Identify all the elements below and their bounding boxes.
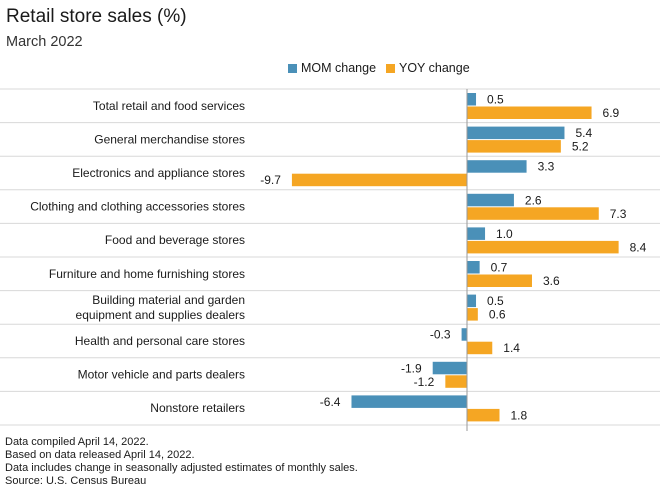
- bar-yoy: [467, 240, 619, 254]
- bar-mom: [432, 361, 467, 375]
- bar-yoy: [467, 274, 532, 287]
- value-label-mom: 0.7: [491, 261, 508, 275]
- value-label-yoy: 1.8: [510, 408, 527, 422]
- bar-mom: [467, 193, 514, 207]
- bar-mom: [467, 261, 480, 274]
- bar-yoy: [467, 106, 592, 119]
- category-label: Furniture and home furnishing stores: [49, 267, 245, 281]
- value-label-yoy: 6.9: [603, 106, 620, 120]
- value-label-mom: 2.6: [525, 193, 542, 207]
- category-label: Clothing and clothing accessories stores: [30, 200, 245, 214]
- bar-yoy: [467, 207, 599, 220]
- category-label: Total retail and food services: [93, 99, 245, 113]
- footnote-seasonal: Data includes change in seasonally adjus…: [5, 462, 358, 474]
- value-label-mom: 3.3: [538, 160, 555, 174]
- bar-yoy: [467, 140, 561, 153]
- bar-mom: [461, 328, 467, 341]
- value-label-mom: 0.5: [487, 294, 504, 308]
- value-label-mom: 0.5: [487, 93, 504, 107]
- value-label-yoy: 0.6: [489, 308, 506, 322]
- value-label-yoy: -9.7: [260, 173, 281, 187]
- value-label-mom: -1.9: [401, 361, 422, 375]
- footnote-source: Source: U.S. Census Bureau: [5, 475, 147, 487]
- legend-label-mom: MOM change: [301, 61, 377, 75]
- category-label: Food and beverage stores: [105, 233, 245, 247]
- chart-subtitle: March 2022: [6, 34, 83, 50]
- category-label: General merchandise stores: [94, 132, 245, 146]
- bar-mom: [467, 227, 486, 240]
- bar-yoy: [445, 375, 467, 388]
- chart-title: Retail store sales (%): [6, 6, 187, 27]
- bar-mom: [467, 126, 565, 140]
- legend: MOM change YOY change: [0, 61, 660, 79]
- value-label-yoy: -1.2: [414, 375, 435, 389]
- value-label-yoy: 3.6: [543, 274, 560, 288]
- bar-yoy: [291, 173, 467, 187]
- value-label-mom: -0.3: [430, 328, 451, 342]
- legend-swatch-yoy: [386, 63, 395, 73]
- bar-mom: [467, 294, 477, 308]
- bar-yoy: [467, 341, 493, 355]
- bar-yoy: [467, 308, 478, 321]
- footnotes: Data compiled April 14, 2022. Based on d…: [5, 436, 358, 488]
- legend-swatch-mom: [288, 63, 297, 73]
- category-label: Building material and garden equipment an…: [76, 293, 245, 322]
- footnote-compiled: Data compiled April 14, 2022.: [5, 436, 149, 448]
- value-label-mom: 5.4: [575, 126, 592, 140]
- footnote-released: Based on data released April 14, 2022.: [5, 449, 195, 461]
- legend-item-yoy: YOY change: [386, 61, 470, 75]
- value-label-mom: 1.0: [496, 227, 513, 241]
- value-label-yoy: 5.2: [572, 140, 589, 154]
- bar-mom: [467, 93, 477, 106]
- value-label-yoy: 7.3: [610, 207, 627, 221]
- category-label: Nonstore retailers: [150, 401, 245, 415]
- value-label-yoy: 8.4: [630, 240, 647, 254]
- category-label: Electronics and appliance stores: [72, 166, 245, 180]
- bar-yoy: [467, 408, 500, 422]
- bar-mom: [467, 160, 527, 173]
- category-label: Health and personal care stores: [75, 334, 245, 348]
- value-label-yoy: 1.4: [503, 341, 520, 355]
- category-label: Motor vehicle and parts dealers: [78, 368, 245, 382]
- legend-item-mom: MOM change: [288, 61, 376, 75]
- value-label-mom: -6.4: [320, 395, 341, 409]
- bar-mom: [351, 395, 467, 408]
- legend-label-yoy: YOY change: [399, 61, 470, 75]
